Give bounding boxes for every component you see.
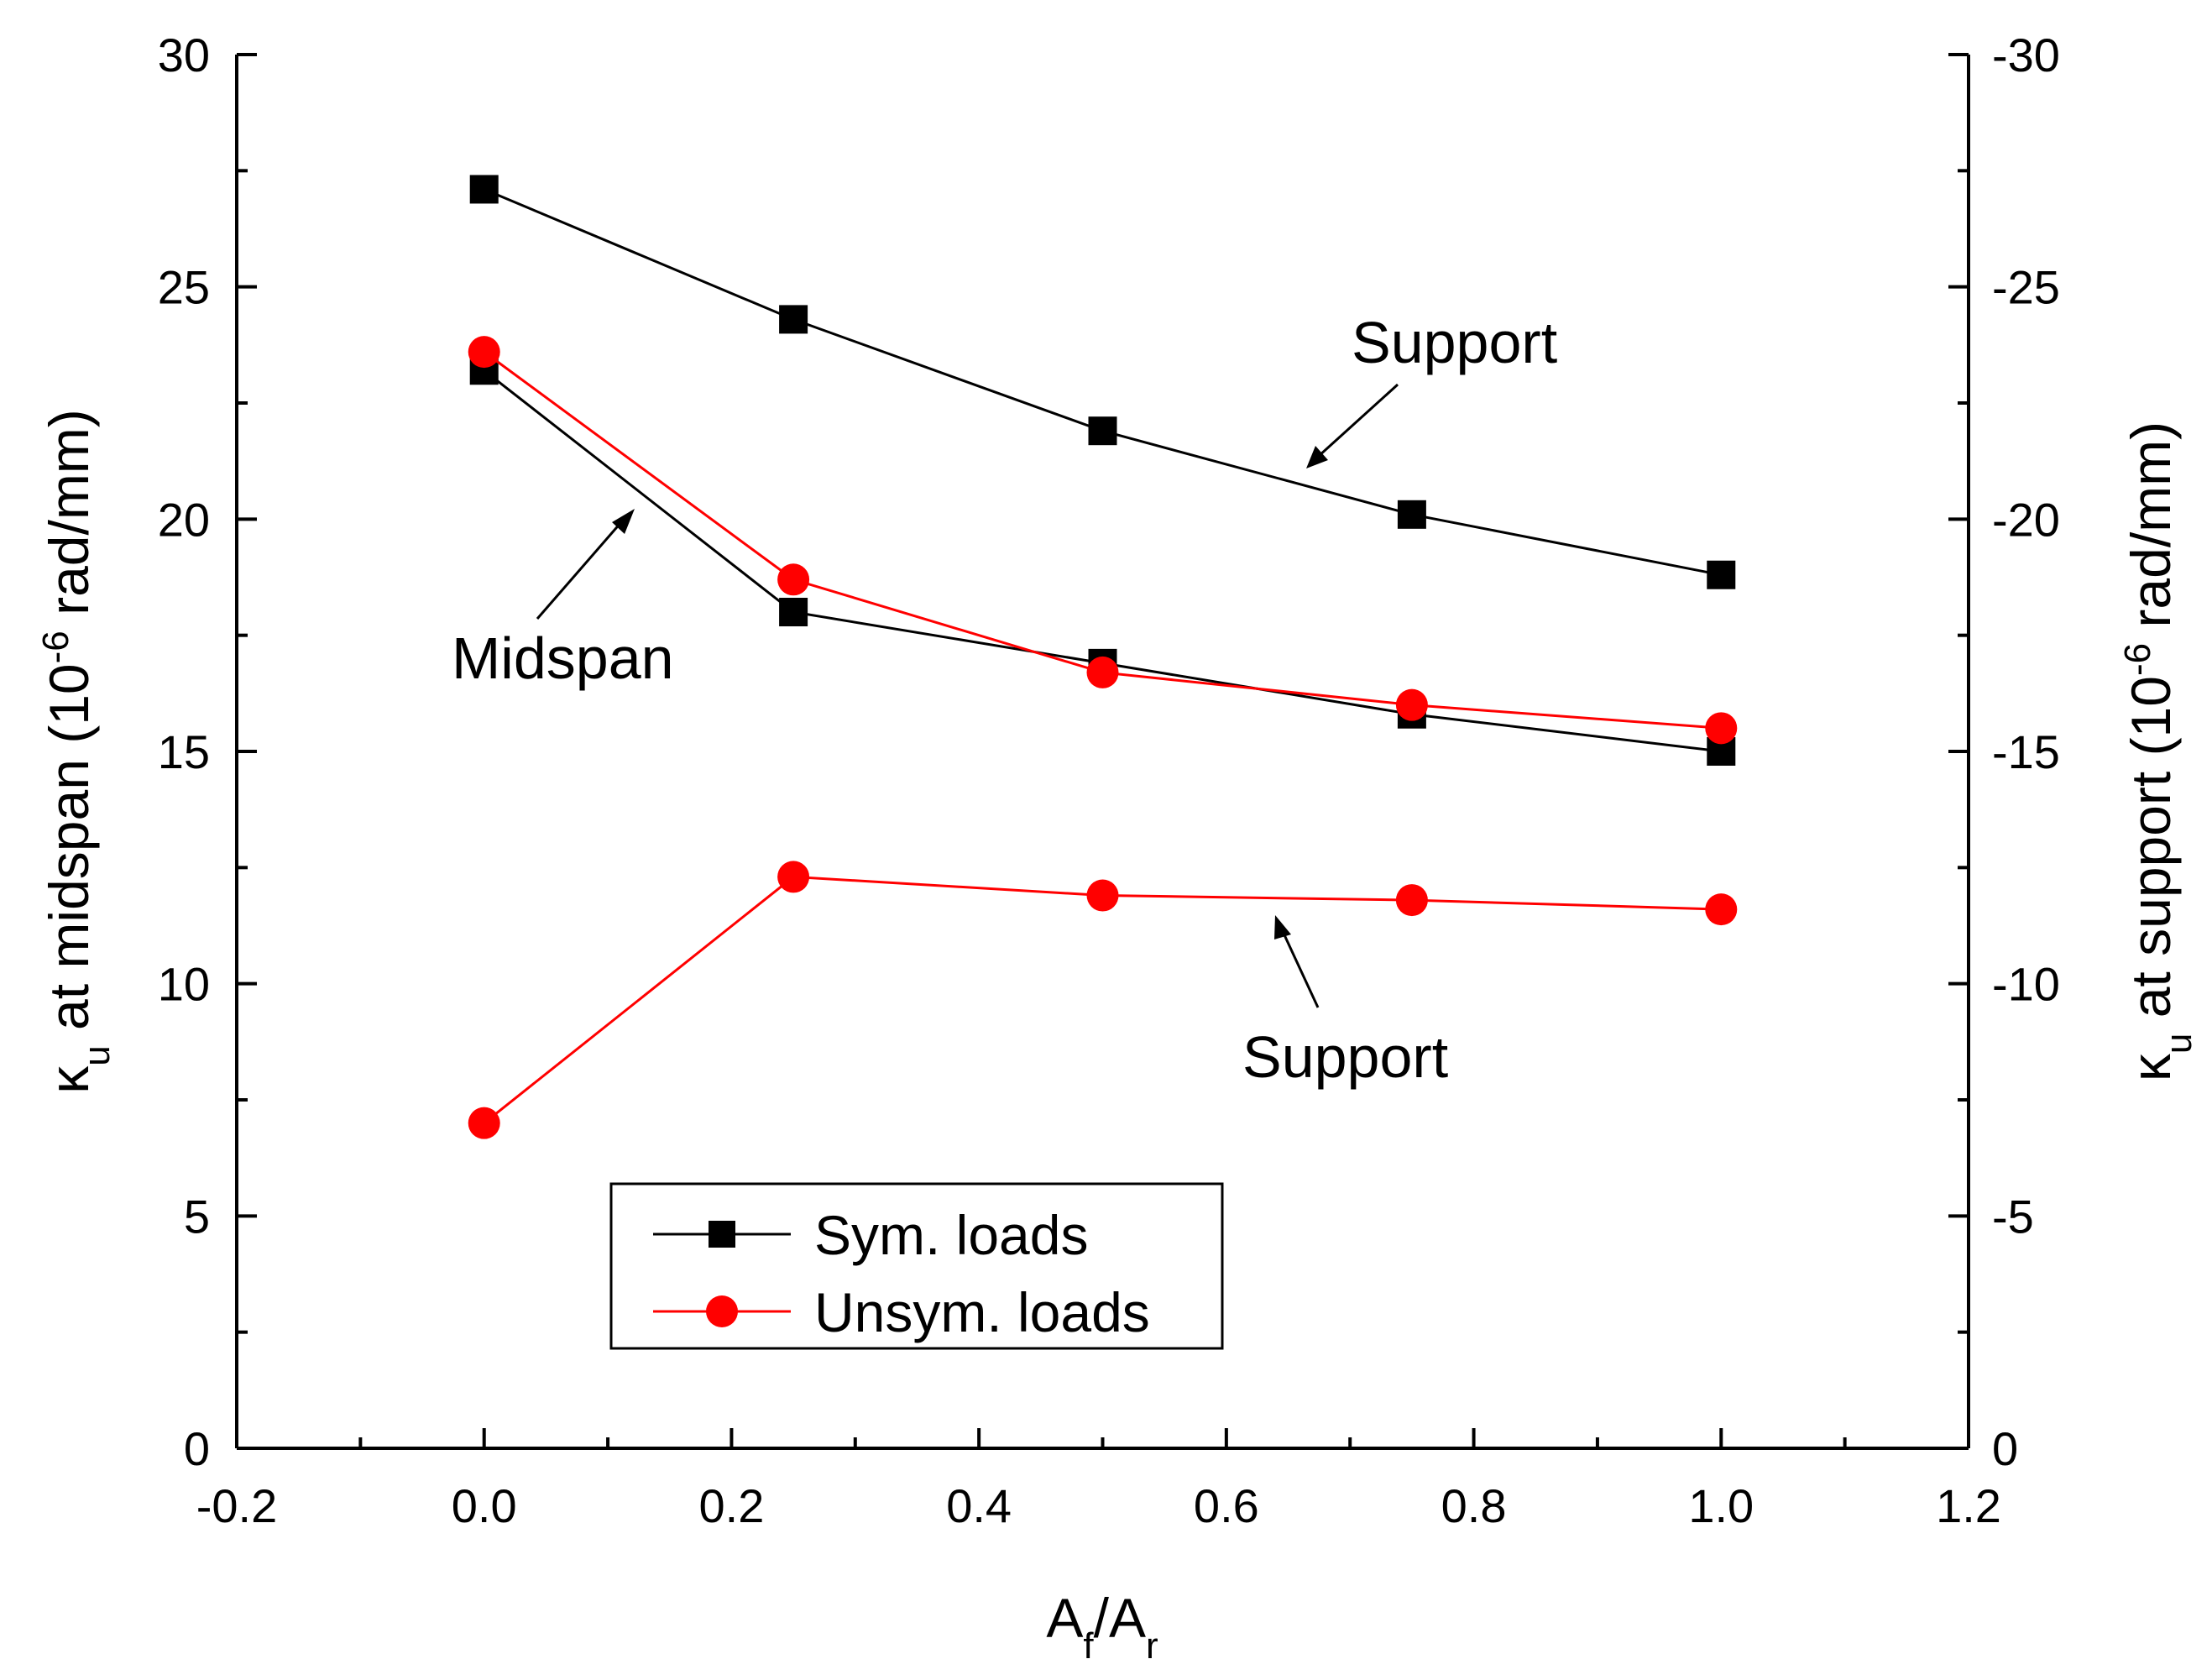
ticks-layer: -0.2 0.0 0.2 0.4 0.6 0.8 1.0 1.20510152025300-5… <box>158 29 2060 1532</box>
y-left-tick-label: 25 <box>158 261 210 314</box>
x-axis-title-sub2: r <box>1146 1625 1158 1667</box>
x-tick-label: 1.0 <box>1688 1479 1754 1532</box>
annotation-support-sym: Support <box>1306 310 1557 468</box>
annotation-support-sym-text: Support <box>1352 310 1557 375</box>
y-left-tick-label: 20 <box>158 493 210 546</box>
y-right-tick-label: -15 <box>1992 725 2060 778</box>
x-tick-label: 0.0 <box>452 1479 517 1532</box>
x-tick-label: 0.2 <box>698 1479 764 1532</box>
legend-marker-unsym <box>706 1295 738 1327</box>
y-right-tick-label: -30 <box>1992 29 2060 81</box>
data-point-sym-loads-midspan <box>779 598 808 626</box>
y-right-tick-label: -10 <box>1992 958 2060 1011</box>
y-right-tick-label: -25 <box>1992 261 2060 314</box>
y-axis-right-title-exp: -6 <box>2117 643 2158 676</box>
y-axis-right-title-sub: u <box>2158 1034 2199 1054</box>
data-point-unsym-loads-midspan <box>1395 688 1428 721</box>
series-layer <box>468 175 1738 1139</box>
series-line-unsym-loads-support <box>483 875 1722 1124</box>
annotation-support-sym-arrow <box>1308 383 1399 466</box>
y-right-tick-label: 0 <box>1992 1422 2018 1475</box>
x-tick-label: 1.2 <box>1936 1479 2001 1532</box>
annotation-support-unsym: Support <box>1242 915 1448 1090</box>
annotation-support-sym-arrowhead <box>1306 446 1328 468</box>
legend-label-sym: Sym. loads <box>814 1204 1088 1266</box>
x-tick-label: -0.2 <box>196 1479 278 1532</box>
x-tick-label: 0.6 <box>1194 1479 1259 1532</box>
y-axis-left-title-sub: u <box>76 1045 118 1065</box>
data-point-unsym-loads-midspan <box>777 563 810 596</box>
data-point-sym-loads-support <box>1397 500 1426 529</box>
y-axis-right-title: κu at support (10-6 rad/mm) <box>2117 421 2199 1081</box>
data-point-unsym-loads-support <box>1395 884 1428 917</box>
data-point-unsym-loads-support <box>1086 879 1119 912</box>
legend-label-unsym: Unsym. loads <box>814 1281 1150 1343</box>
data-point-unsym-loads-support <box>468 1107 500 1139</box>
y-left-tick-label: 15 <box>158 725 210 778</box>
annotation-midspan-arrow <box>536 521 623 620</box>
series-line-sym-loads-support <box>484 188 1722 577</box>
y-right-tick-label: -5 <box>1992 1190 2034 1243</box>
data-point-sym-loads-support <box>469 175 499 204</box>
annotation-support-unsym-arrow <box>1279 927 1320 1008</box>
x-axis-title-mid: /A <box>1094 1587 1146 1649</box>
data-point-unsym-loads-support <box>1705 893 1738 926</box>
data-point-unsym-loads-midspan <box>468 336 500 369</box>
legend-marker-sym <box>709 1221 735 1248</box>
annotation-support-unsym-arrowhead <box>1274 915 1291 939</box>
data-point-unsym-loads-support <box>777 861 810 893</box>
data-point-sym-loads-support <box>779 305 808 334</box>
y-axis-left-title-rest: at midspan (10 <box>38 663 100 1045</box>
y-axis-left-title-exp: -6 <box>35 631 76 663</box>
x-axis-title: Af/Ar <box>1046 1587 1158 1667</box>
y-left-tick-label: 5 <box>184 1190 210 1243</box>
y-right-tick-label: -20 <box>1992 493 2060 546</box>
data-point-sym-loads-support <box>1707 560 1736 589</box>
y-axis-right-title-unit: rad/mm) <box>2120 421 2182 643</box>
x-tick-label: 0.8 <box>1441 1479 1507 1532</box>
y-axis-right-title-rest: at support (10 <box>2120 676 2182 1034</box>
y-axis-left-title: κu at midspan (10-6 rad/mm) <box>35 409 118 1094</box>
x-axis-title-main: A <box>1046 1587 1083 1649</box>
annotation-midspan-arrowhead <box>612 509 635 534</box>
data-point-unsym-loads-midspan <box>1705 712 1738 745</box>
data-point-unsym-loads-midspan <box>1086 656 1119 688</box>
annotation-midspan-text: Midspan <box>452 625 674 691</box>
x-axis-title-sub1: f <box>1083 1625 1094 1667</box>
data-point-sym-loads-support <box>1088 416 1117 446</box>
y-axis-right-title-kappa: κ <box>2120 1053 2182 1081</box>
y-left-tick-label: 0 <box>184 1422 210 1475</box>
y-left-tick-label: 10 <box>158 958 210 1011</box>
y-axis-left-title-unit: rad/mm) <box>38 409 100 631</box>
y-axis-left-title-kappa: κ <box>38 1065 100 1094</box>
x-tick-label: 0.4 <box>946 1479 1012 1532</box>
annotation-midspan: Midspan <box>452 509 674 691</box>
y-left-tick-label: 30 <box>158 29 210 81</box>
legend: Sym. loads Unsym. loads <box>609 1182 1224 1350</box>
annotation-support-unsym-text: Support <box>1242 1024 1448 1090</box>
